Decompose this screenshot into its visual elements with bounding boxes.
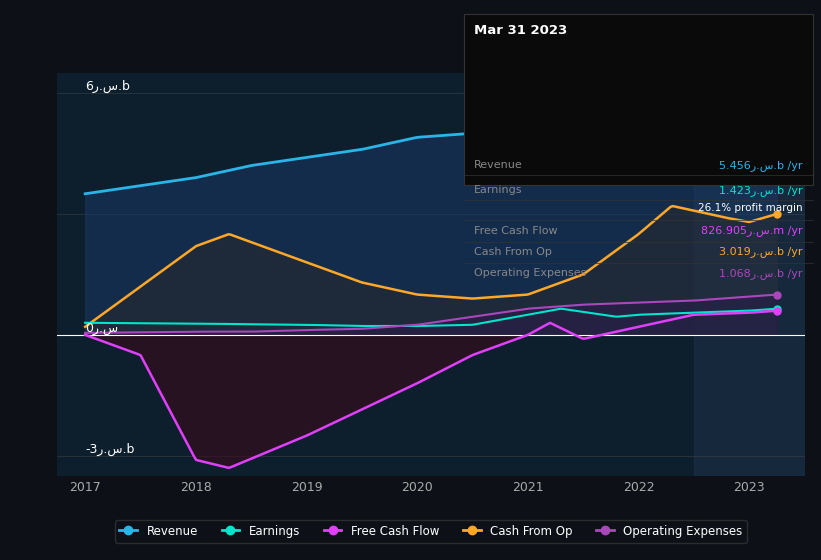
Text: Operating Expenses: Operating Expenses (474, 268, 586, 278)
Text: Revenue: Revenue (474, 160, 522, 170)
Text: 6ر.س.b: 6ر.س.b (85, 80, 130, 93)
Text: 1.423ر.س.b /yr: 1.423ر.س.b /yr (719, 185, 803, 196)
Text: 3.019ر.س.b /yr: 3.019ر.س.b /yr (719, 246, 803, 258)
Text: 26.1% profit margin: 26.1% profit margin (699, 203, 803, 213)
Text: 1.068ر.س.b /yr: 1.068ر.س.b /yr (719, 268, 803, 279)
Text: 0ر.س: 0ر.س (85, 322, 118, 335)
Text: 5.456ر.س.b /yr: 5.456ر.س.b /yr (719, 160, 803, 171)
Text: Mar 31 2023: Mar 31 2023 (474, 24, 567, 37)
Text: 826.905ر.س.m /yr: 826.905ر.س.m /yr (701, 225, 803, 236)
Legend: Revenue, Earnings, Free Cash Flow, Cash From Op, Operating Expenses: Revenue, Earnings, Free Cash Flow, Cash … (115, 520, 747, 543)
Text: Cash From Op: Cash From Op (474, 247, 552, 257)
Text: Earnings: Earnings (474, 185, 522, 195)
Text: -3ر.س.b: -3ر.س.b (85, 443, 135, 456)
Bar (694, 73, 805, 476)
Text: Free Cash Flow: Free Cash Flow (474, 226, 557, 236)
